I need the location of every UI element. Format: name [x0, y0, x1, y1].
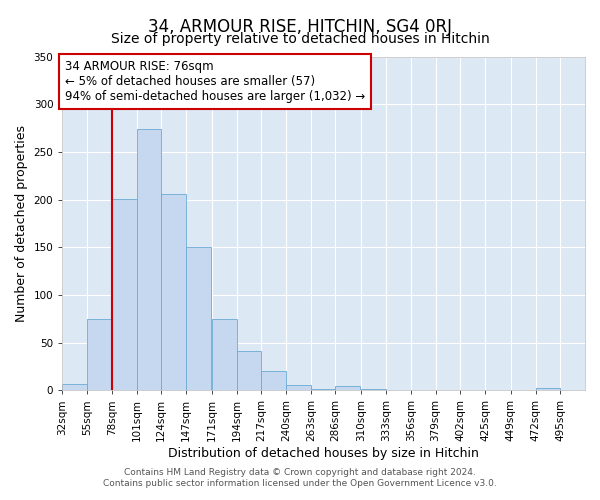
Bar	[212, 319, 236, 390]
Bar	[286, 384, 311, 390]
Bar	[87, 319, 112, 390]
Bar	[161, 194, 186, 390]
Bar	[112, 198, 137, 390]
Bar	[62, 384, 87, 390]
Text: 34, ARMOUR RISE, HITCHIN, SG4 0RJ: 34, ARMOUR RISE, HITCHIN, SG4 0RJ	[148, 18, 452, 36]
Y-axis label: Number of detached properties: Number of detached properties	[15, 125, 28, 322]
Text: Size of property relative to detached houses in Hitchin: Size of property relative to detached ho…	[110, 32, 490, 46]
Bar	[261, 371, 286, 390]
Text: Contains HM Land Registry data © Crown copyright and database right 2024.
Contai: Contains HM Land Registry data © Crown c…	[103, 468, 497, 487]
Bar	[236, 351, 261, 391]
Bar	[335, 386, 360, 390]
X-axis label: Distribution of detached houses by size in Hitchin: Distribution of detached houses by size …	[168, 447, 479, 460]
Text: 34 ARMOUR RISE: 76sqm
← 5% of detached houses are smaller (57)
94% of semi-detac: 34 ARMOUR RISE: 76sqm ← 5% of detached h…	[65, 60, 365, 103]
Bar	[137, 129, 161, 390]
Bar	[186, 247, 211, 390]
Bar	[536, 388, 560, 390]
